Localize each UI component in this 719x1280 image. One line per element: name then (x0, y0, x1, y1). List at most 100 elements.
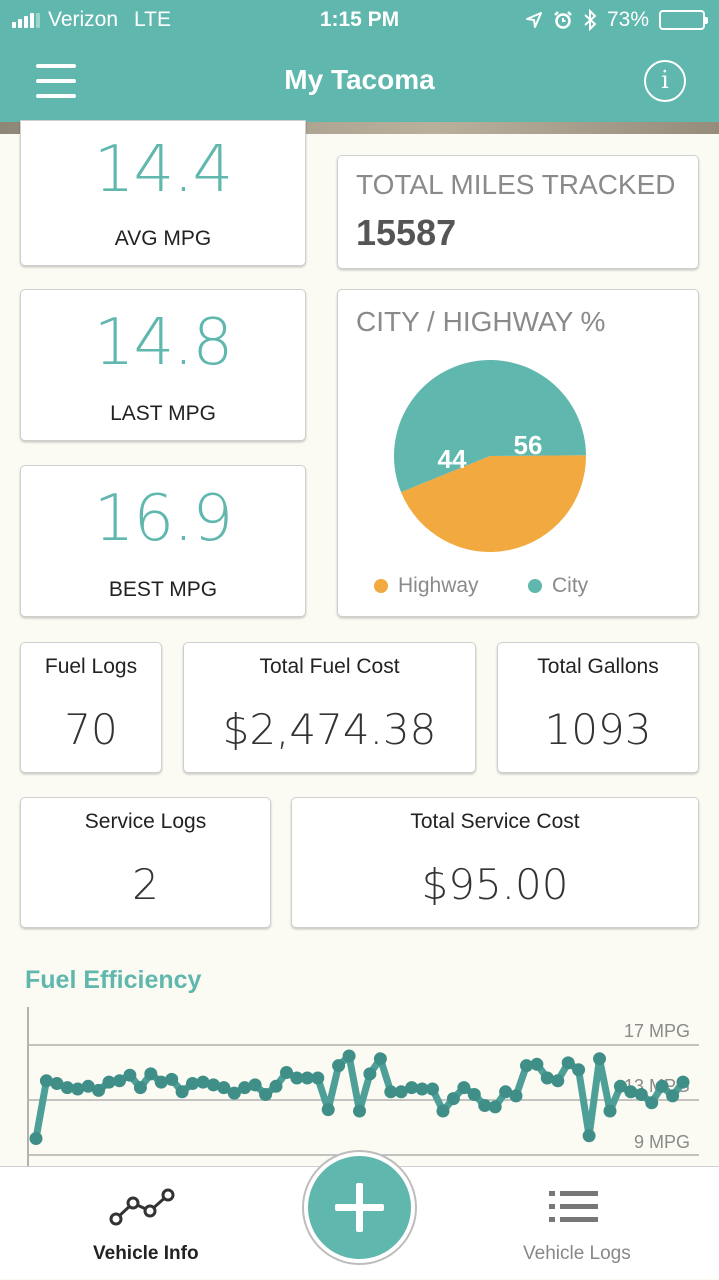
tick-label-9: 9 MPG (634, 1132, 690, 1152)
best-mpg-card: 16.9 BEST MPG (20, 465, 306, 617)
data-point-31[interactable] (342, 1049, 356, 1063)
fuel-logs-label: Fuel Logs (44, 655, 138, 678)
data-point-58[interactable] (624, 1085, 638, 1099)
status-bar: Verizon LTE 1:15 PM 73% (0, 0, 719, 40)
data-point-37[interactable] (405, 1081, 419, 1095)
pie-slice-highway (401, 455, 586, 552)
data-point-52[interactable] (561, 1056, 575, 1070)
data-point-47[interactable] (509, 1089, 523, 1103)
data-point-21[interactable] (238, 1081, 252, 1095)
data-point-6[interactable] (81, 1079, 95, 1093)
legend-city: City (528, 574, 588, 598)
data-point-22[interactable] (248, 1078, 262, 1092)
fuel-efficiency-chart: 17 MPG 13 MPG 9 MPG (27, 1007, 699, 1170)
total-gallons-card: Total Gallons 1093 (497, 642, 699, 773)
data-point-16[interactable] (186, 1077, 199, 1090)
data-point-57[interactable] (613, 1079, 627, 1093)
data-point-20[interactable] (227, 1086, 241, 1100)
data-point-38[interactable] (415, 1082, 429, 1096)
status-time: 1:15 PM (319, 8, 400, 31)
data-point-51[interactable] (551, 1074, 565, 1088)
data-point-14[interactable] (165, 1072, 179, 1086)
data-point-62[interactable] (666, 1089, 680, 1103)
signal-strength-icon (12, 12, 40, 28)
total-service-cost-label: Total Service Cost (410, 810, 580, 833)
data-point-44[interactable] (478, 1099, 492, 1112)
data-point-50[interactable] (540, 1071, 554, 1085)
data-point-34[interactable] (373, 1052, 387, 1066)
total-service-cost-value: $95.00 (421, 860, 569, 909)
data-point-32[interactable] (353, 1104, 366, 1118)
data-point-5[interactable] (71, 1082, 85, 1096)
legend-highway: Highway (374, 574, 479, 598)
data-point-18[interactable] (206, 1078, 220, 1092)
data-point-39[interactable] (426, 1082, 439, 1096)
tab-vehicle-info[interactable]: Vehicle Info (70, 1167, 220, 1280)
data-point-42[interactable] (457, 1081, 471, 1095)
data-point-36[interactable] (394, 1085, 408, 1099)
data-point-12[interactable] (144, 1067, 158, 1081)
nav-bar: My Tacoma i (0, 40, 719, 122)
data-point-24[interactable] (269, 1079, 283, 1093)
data-point-30[interactable] (332, 1059, 346, 1073)
data-point-53[interactable] (572, 1063, 586, 1077)
data-point-60[interactable] (645, 1096, 659, 1110)
location-arrow-icon (525, 12, 542, 28)
data-point-48[interactable] (520, 1059, 533, 1073)
city-highway-pie-chart: 44 56 (394, 360, 586, 552)
pie-label-highway: 44 (438, 444, 467, 474)
data-point-40[interactable] (436, 1104, 450, 1118)
data-point-26[interactable] (290, 1071, 304, 1085)
data-point-7[interactable] (92, 1083, 106, 1097)
tab-vehicle-logs[interactable]: Vehicle Logs (500, 1167, 650, 1280)
data-point-3[interactable] (50, 1077, 64, 1090)
data-point-2[interactable] (39, 1074, 53, 1088)
fuel-efficiency-title: Fuel Efficiency (25, 966, 202, 994)
total-miles-card: TOTAL MILES TRACKED 15587 (337, 155, 699, 269)
data-point-8[interactable] (102, 1075, 116, 1089)
city-highway-title: CITY / HIGHWAY % (356, 306, 606, 337)
data-point-35[interactable] (384, 1085, 398, 1099)
data-point-43[interactable] (467, 1088, 481, 1101)
data-point-59[interactable] (634, 1088, 648, 1101)
data-point-27[interactable] (300, 1071, 314, 1085)
data-point-41[interactable] (446, 1092, 460, 1106)
fuel-logs-value: 70 (64, 705, 118, 754)
data-point-63[interactable] (676, 1075, 690, 1089)
data-point-9[interactable] (113, 1074, 126, 1088)
city-dot-icon (528, 579, 542, 593)
service-logs-value: 2 (132, 860, 159, 909)
data-point-49[interactable] (530, 1057, 544, 1071)
data-point-54[interactable] (582, 1129, 596, 1143)
avg-mpg-card: 14.4 AVG MPG (20, 120, 306, 266)
data-point-19[interactable] (217, 1081, 231, 1095)
data-point-1[interactable] (29, 1132, 43, 1145)
pie-label-city: 56 (514, 430, 543, 460)
data-point-17[interactable] (196, 1075, 210, 1089)
data-point-29[interactable] (321, 1103, 335, 1117)
data-point-11[interactable] (133, 1081, 147, 1095)
data-point-28[interactable] (311, 1071, 325, 1085)
info-icon[interactable]: i (644, 60, 686, 102)
battery-percent: 73% (606, 8, 649, 31)
data-point-61[interactable] (655, 1079, 669, 1093)
tab-vehicle-logs-label: Vehicle Logs (523, 1243, 631, 1264)
data-point-15[interactable] (175, 1085, 189, 1099)
data-point-46[interactable] (499, 1085, 513, 1099)
data-point-10[interactable] (123, 1068, 137, 1082)
data-point-25[interactable] (280, 1066, 293, 1079)
data-point-33[interactable] (363, 1067, 377, 1081)
fuel-logs-card[interactable]: Fuel Logs 70 (20, 642, 162, 773)
data-point-4[interactable] (60, 1081, 74, 1095)
service-logs-label: Service Logs (84, 810, 207, 833)
hamburger-menu-icon[interactable] (36, 64, 76, 98)
data-point-13[interactable] (154, 1075, 168, 1089)
alarm-clock-icon (554, 11, 572, 29)
data-point-45[interactable] (488, 1100, 502, 1114)
data-point-23[interactable] (259, 1088, 273, 1101)
data-point-55[interactable] (593, 1052, 606, 1066)
status-right: 73% (525, 8, 708, 32)
data-point-56[interactable] (603, 1104, 617, 1118)
add-log-button[interactable] (308, 1156, 411, 1259)
service-logs-card[interactable]: Service Logs 2 (20, 797, 271, 928)
